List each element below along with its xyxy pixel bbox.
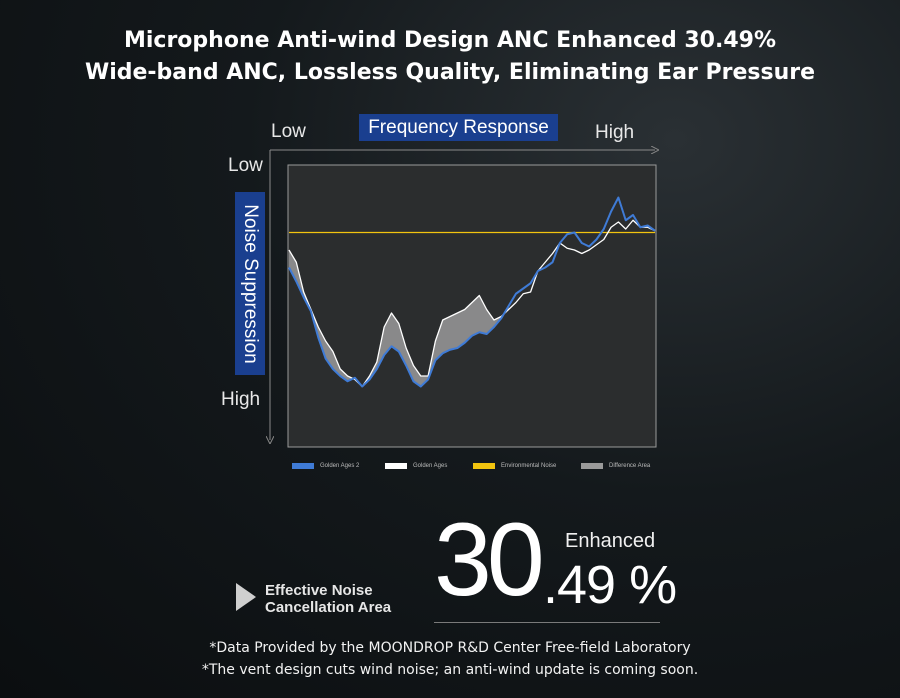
series-line-golden-ages bbox=[288, 219, 656, 388]
legend-item-difference-area: Difference Area bbox=[581, 463, 650, 469]
legend-item-golden-ages: Golden Ages bbox=[385, 463, 447, 469]
series-line-golden-ages-2 bbox=[288, 196, 656, 388]
play-triangle-icon bbox=[236, 583, 256, 611]
stat-decimal: .49 bbox=[543, 555, 616, 615]
title-line-2: Wide-band ANC, Lossless Quality, Elimina… bbox=[84, 60, 816, 85]
legend-label-golden-ages-2: Golden Ages 2 bbox=[320, 463, 360, 469]
stat-decimal-unit: .49 % bbox=[543, 555, 677, 615]
stat-integer: 30 bbox=[434, 502, 545, 618]
legend-label-environmental-noise: Environmental Noise bbox=[501, 463, 557, 469]
difference-area bbox=[289, 250, 509, 387]
stat-label-line-2: Cancellation Area bbox=[265, 599, 392, 616]
y-axis-low-label: Low bbox=[228, 155, 263, 176]
footnote-2: *The vent design cuts wind noise; an ant… bbox=[201, 662, 699, 678]
legend-label-golden-ages: Golden Ages bbox=[413, 463, 448, 469]
legend-swatch-environmental-noise bbox=[473, 463, 495, 469]
stat-label-line-1: Effective Noise bbox=[265, 582, 373, 599]
title-line-1: Microphone Anti-wind Design ANC Enhanced… bbox=[123, 28, 776, 53]
stat-underline bbox=[434, 622, 660, 623]
legend-swatch-golden-ages-2 bbox=[292, 463, 314, 469]
legend-label-difference-area: Difference Area bbox=[609, 463, 651, 469]
x-axis-title: Frequency Response bbox=[359, 114, 558, 141]
y-axis-high-label: High bbox=[221, 389, 261, 410]
y-axis-title-badge: Noise Suppression bbox=[235, 192, 265, 375]
stat-unit: % bbox=[615, 555, 677, 615]
legend-item-golden-ages-2: Golden Ages 2 bbox=[292, 463, 359, 469]
footnote-1: *Data Provided by the MOONDROP R&D Cente… bbox=[209, 640, 691, 656]
legend-item-environmental-noise: Environmental Noise bbox=[473, 463, 556, 469]
stat-label: Effective Noise Cancellation Area bbox=[265, 582, 391, 616]
legend-swatch-difference-area bbox=[581, 463, 603, 469]
stat-qualifier: Enhanced bbox=[565, 530, 656, 552]
x-axis-low-label: Low bbox=[271, 121, 306, 142]
x-axis-high-label: High bbox=[595, 122, 635, 143]
legend-swatch-golden-ages bbox=[385, 463, 407, 469]
